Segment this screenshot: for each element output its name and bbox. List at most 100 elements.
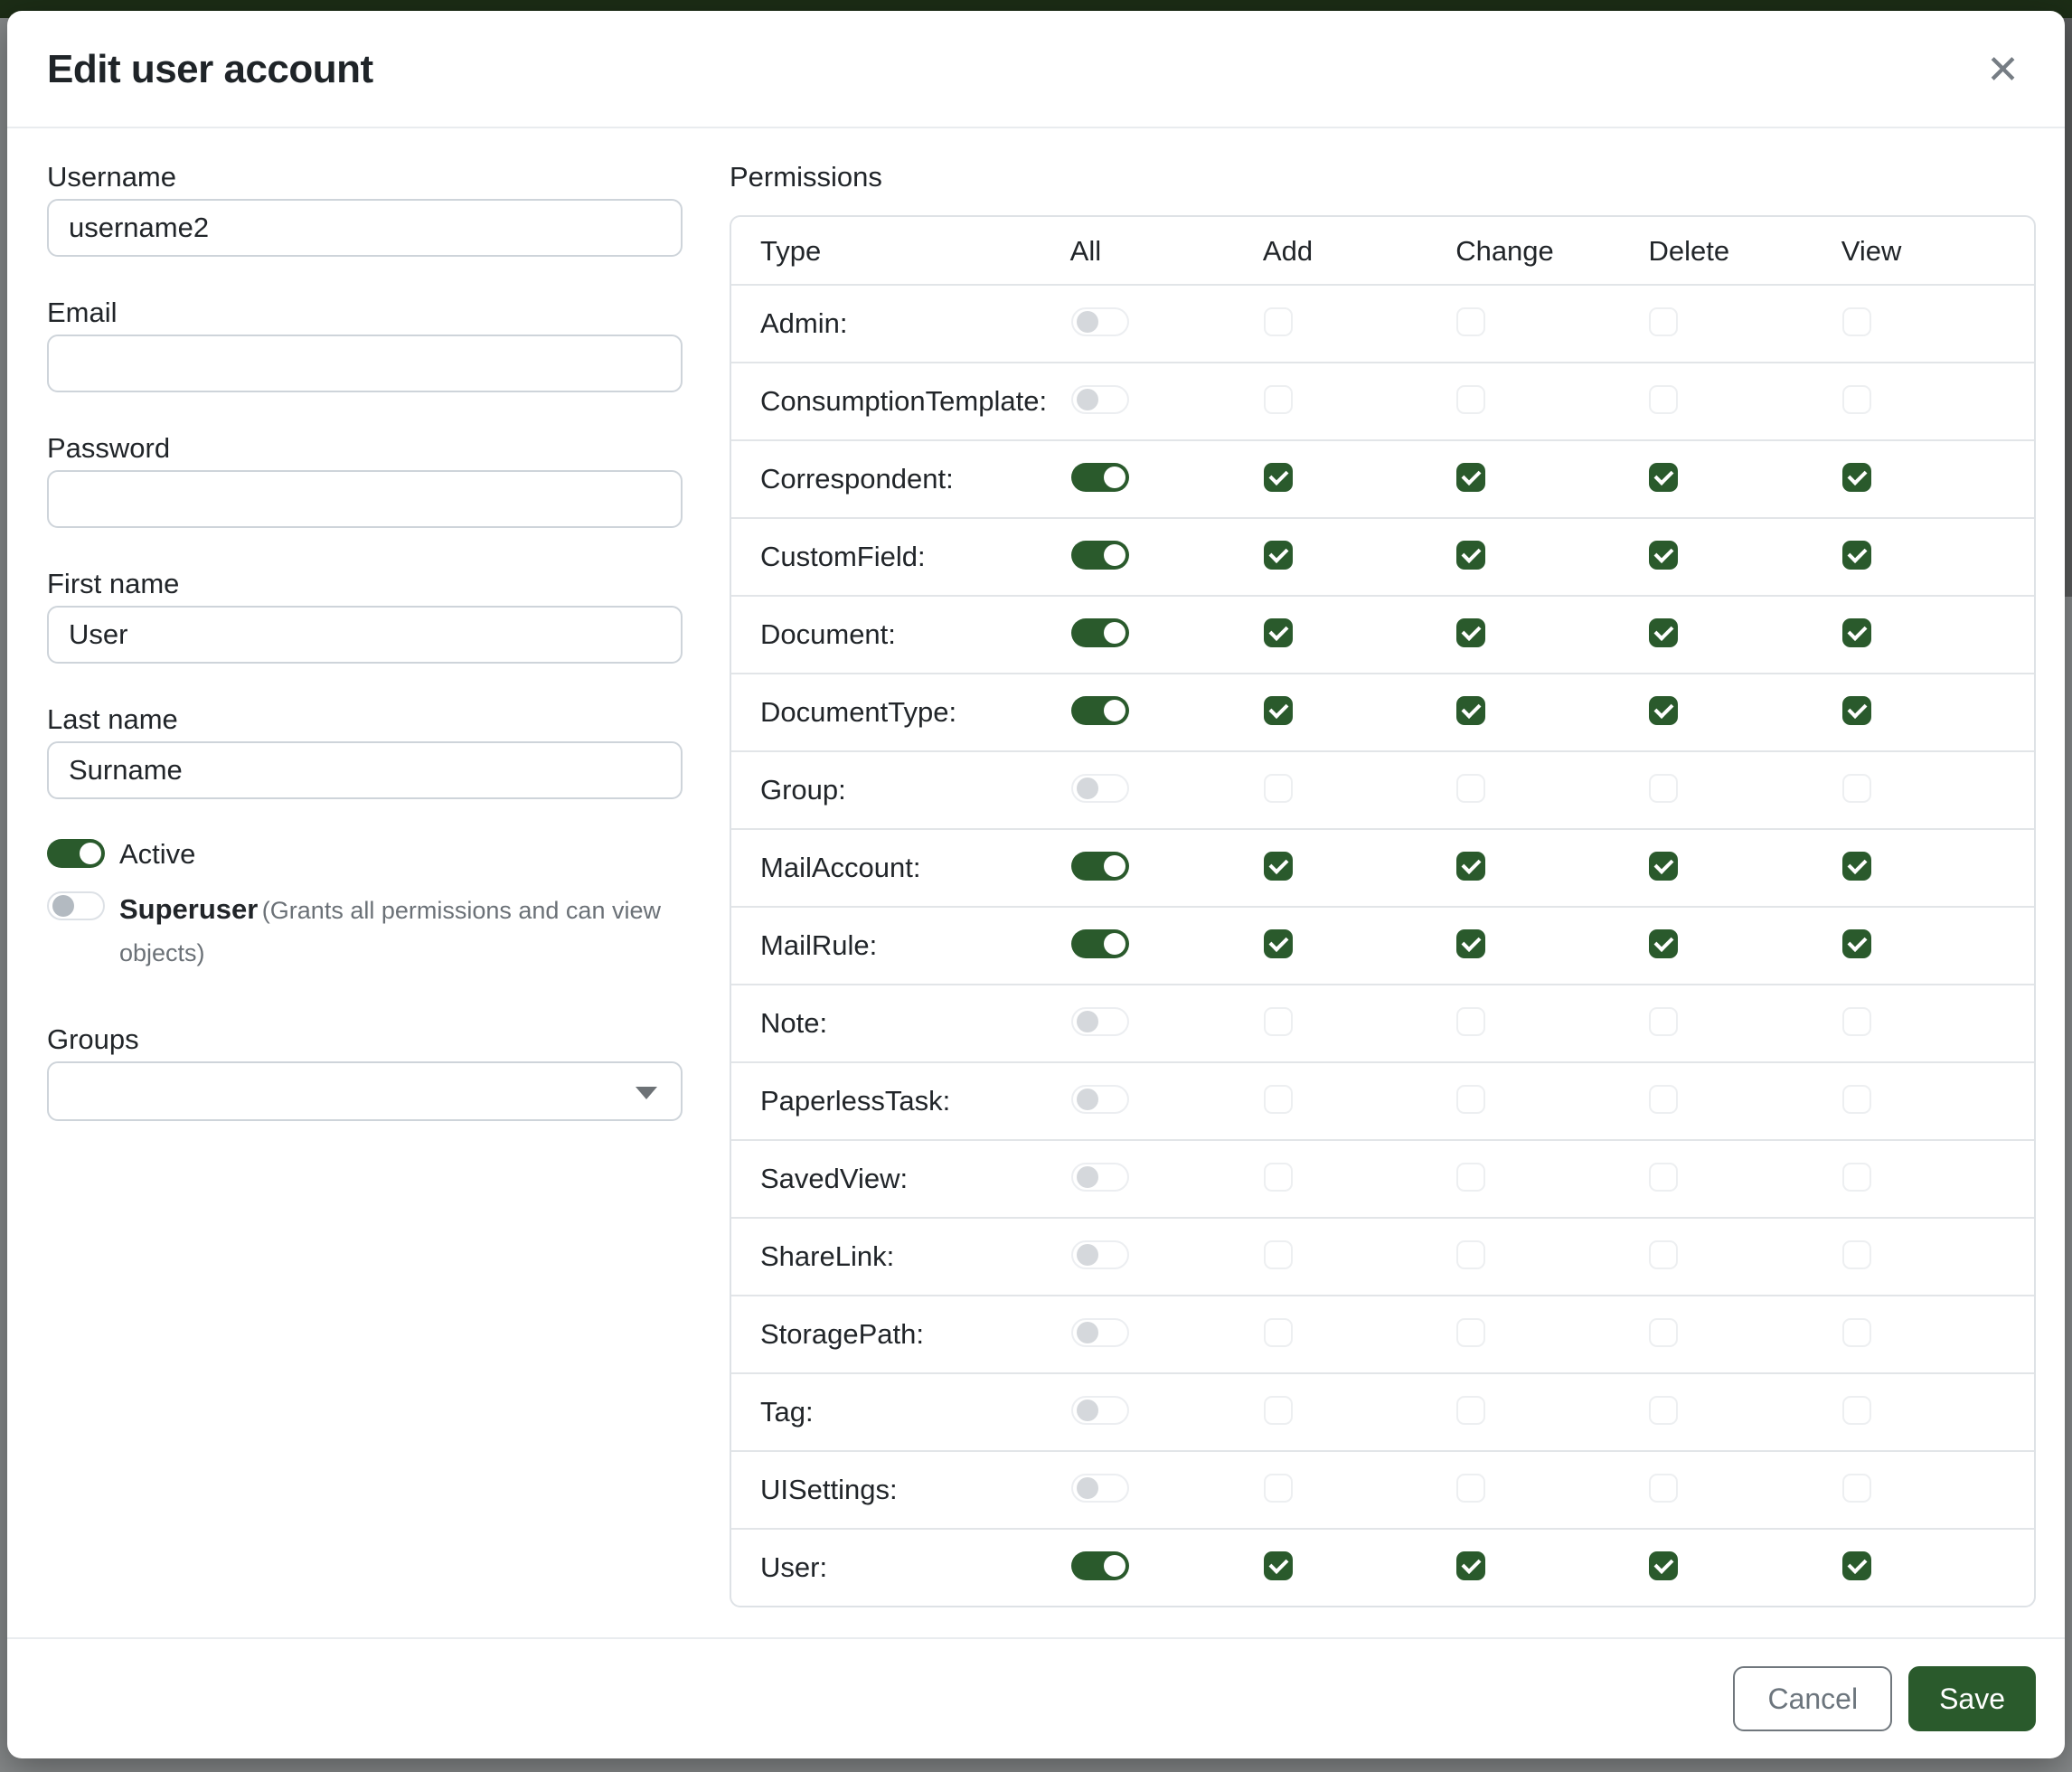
password-field[interactable] [47,470,683,528]
perm-all-toggle[interactable] [1070,774,1129,803]
email-field[interactable] [47,335,683,392]
perm-delete-checkbox[interactable] [1649,463,1679,492]
perm-delete-checkbox[interactable] [1649,1396,1679,1425]
perm-view-checkbox[interactable] [1841,1474,1871,1503]
perm-change-checkbox[interactable] [1456,929,1486,958]
perm-add-checkbox[interactable] [1263,1240,1293,1269]
perm-change-checkbox[interactable] [1456,1551,1486,1580]
close-icon[interactable]: ✕ [1977,45,2029,96]
perm-all-toggle[interactable] [1070,852,1129,881]
perm-all-toggle[interactable] [1070,1085,1129,1114]
perm-all-toggle[interactable] [1070,1396,1129,1425]
perm-delete-checkbox[interactable] [1649,1007,1679,1036]
perm-all-toggle[interactable] [1070,1474,1129,1503]
perm-change-checkbox[interactable] [1456,1163,1486,1192]
perm-all-toggle[interactable] [1070,1551,1129,1580]
perm-change-checkbox[interactable] [1456,1007,1486,1036]
active-label: Active [119,838,196,870]
perm-delete-checkbox[interactable] [1649,1085,1679,1114]
perm-view-checkbox[interactable] [1841,929,1871,958]
perm-delete-checkbox[interactable] [1649,1318,1679,1347]
perm-change-checkbox[interactable] [1456,1396,1486,1425]
perm-add-checkbox[interactable] [1263,463,1293,492]
perm-change-checkbox[interactable] [1456,774,1486,803]
perm-all-toggle[interactable] [1070,541,1129,570]
perm-add-checkbox[interactable] [1263,1396,1293,1425]
perm-change-checkbox[interactable] [1456,1474,1486,1503]
perm-add-checkbox[interactable] [1263,618,1293,647]
perm-all-toggle[interactable] [1070,696,1129,725]
perm-change-checkbox[interactable] [1456,541,1486,570]
perm-add-checkbox[interactable] [1263,1007,1293,1036]
perm-view-checkbox[interactable] [1841,1007,1871,1036]
perm-change-checkbox[interactable] [1456,1240,1486,1269]
first-name-field[interactable] [47,606,683,664]
perm-view-checkbox[interactable] [1841,1240,1871,1269]
perm-delete-checkbox[interactable] [1649,929,1679,958]
perm-add-checkbox[interactable] [1263,774,1293,803]
perm-add-checkbox[interactable] [1263,307,1293,336]
perm-all-toggle[interactable] [1070,1318,1129,1347]
perm-delete-checkbox[interactable] [1649,1551,1679,1580]
perm-change-checkbox[interactable] [1456,852,1486,881]
perm-view-checkbox[interactable] [1841,541,1871,570]
perm-view-checkbox[interactable] [1841,1318,1871,1347]
perm-change-checkbox[interactable] [1456,385,1486,414]
perm-delete-checkbox[interactable] [1649,1240,1679,1269]
save-button[interactable]: Save [1908,1666,2036,1731]
perm-view-checkbox[interactable] [1841,618,1871,647]
perm-change-checkbox[interactable] [1456,307,1486,336]
perm-add-checkbox[interactable] [1263,385,1293,414]
perm-view-checkbox[interactable] [1841,852,1871,881]
perm-all-toggle[interactable] [1070,307,1129,336]
perm-add-checkbox[interactable] [1263,696,1293,725]
perm-delete-checkbox[interactable] [1649,774,1679,803]
perm-add-checkbox[interactable] [1263,1318,1293,1347]
email-group: Email [47,297,683,392]
perm-delete-checkbox[interactable] [1649,1163,1679,1192]
perm-change-checkbox[interactable] [1456,696,1486,725]
perm-add-checkbox[interactable] [1263,1163,1293,1192]
username-input[interactable] [47,199,683,257]
perm-all-toggle[interactable] [1070,385,1129,414]
perm-change-checkbox[interactable] [1456,1318,1486,1347]
perm-all-toggle[interactable] [1070,1240,1129,1269]
perm-delete-checkbox[interactable] [1649,618,1679,647]
perm-add-checkbox[interactable] [1263,541,1293,570]
cancel-button[interactable]: Cancel [1733,1666,1893,1731]
perm-view-checkbox[interactable] [1841,696,1871,725]
perm-delete-checkbox[interactable] [1649,385,1679,414]
perm-view-checkbox[interactable] [1841,463,1871,492]
perm-view-checkbox[interactable] [1841,774,1871,803]
perm-all-toggle[interactable] [1070,618,1129,647]
perm-change-checkbox[interactable] [1456,618,1486,647]
superuser-toggle[interactable] [47,891,105,920]
perm-add-checkbox[interactable] [1263,1474,1293,1503]
password-group: Password [47,432,683,528]
perm-delete-checkbox[interactable] [1649,541,1679,570]
active-toggle[interactable] [47,839,105,868]
perm-change-checkbox[interactable] [1456,463,1486,492]
perm-add-checkbox[interactable] [1263,1085,1293,1114]
perm-view-checkbox[interactable] [1841,385,1871,414]
perm-view-checkbox[interactable] [1841,1085,1871,1114]
groups-select[interactable] [47,1061,683,1121]
perm-view-checkbox[interactable] [1841,1163,1871,1192]
last-name-field[interactable] [47,741,683,799]
perm-view-checkbox[interactable] [1841,1551,1871,1580]
perm-add-checkbox[interactable] [1263,929,1293,958]
perm-delete-checkbox[interactable] [1649,696,1679,725]
perm-view-checkbox[interactable] [1841,1396,1871,1425]
perm-all-toggle[interactable] [1070,1163,1129,1192]
perm-delete-checkbox[interactable] [1649,307,1679,336]
perm-add-checkbox[interactable] [1263,1551,1293,1580]
perm-delete-checkbox[interactable] [1649,852,1679,881]
perm-add-checkbox[interactable] [1263,852,1293,881]
perm-all-toggle[interactable] [1070,463,1129,492]
perm-delete-checkbox[interactable] [1649,1474,1679,1503]
perm-all-toggle[interactable] [1070,929,1129,958]
perm-view-checkbox[interactable] [1841,307,1871,336]
username-group: Username [47,161,683,257]
perm-all-toggle[interactable] [1070,1007,1129,1036]
perm-change-checkbox[interactable] [1456,1085,1486,1114]
